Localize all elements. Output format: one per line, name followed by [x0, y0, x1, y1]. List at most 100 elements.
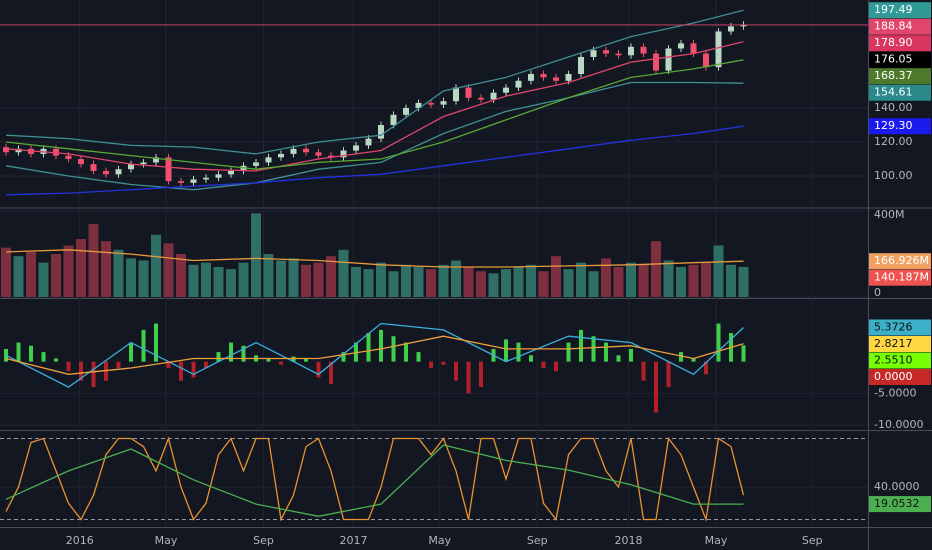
candle-body [515, 80, 522, 88]
candle-body [190, 179, 197, 183]
indicator-line [5, 322, 744, 388]
macd-histogram-bar [616, 355, 621, 362]
volume-bar [101, 241, 111, 297]
macd-histogram-bar [504, 339, 508, 362]
volume-bar [613, 266, 624, 297]
candle-body [703, 53, 709, 68]
candle-body [303, 148, 309, 153]
candle-body [578, 56, 584, 74]
macd-histogram-bar [541, 361, 546, 368]
volume-bar [563, 269, 574, 297]
macd-histogram-bar [666, 361, 671, 388]
candle-body [340, 150, 347, 158]
candle-body [228, 170, 234, 175]
y-tick-label: 100.00 [874, 169, 913, 182]
candle-body [653, 53, 659, 71]
volume-bar [301, 264, 311, 297]
macd-histogram-bar [329, 361, 333, 384]
volume-bar [451, 260, 461, 297]
macd-histogram-bar [4, 348, 8, 362]
axis-value-label: 2.8217 [874, 337, 913, 350]
macd-histogram-bar [741, 345, 746, 362]
candle-body [90, 164, 97, 171]
volume-bar [538, 271, 549, 297]
candle-body [328, 155, 334, 158]
volume-bar [351, 266, 361, 297]
macd-histogram-bar [229, 342, 233, 362]
volume-bar [126, 258, 136, 297]
candle-body [15, 148, 22, 153]
volume-bar [138, 260, 149, 297]
axis-value-label-bg [869, 18, 931, 35]
candle-body [378, 125, 384, 139]
candle-body [565, 73, 572, 81]
axis-value-label: 19.0532 [874, 497, 920, 510]
axis-value-label-bg [869, 84, 931, 101]
candle-body [428, 102, 434, 105]
macd-histogram-bar [466, 361, 471, 394]
axis-value-label: 140.187M [874, 271, 929, 284]
macd-histogram-bar [716, 323, 721, 362]
candle-body [678, 43, 684, 49]
y-tick-label: -5.0000 [874, 386, 916, 399]
indicator-line [5, 335, 744, 375]
candle-body [490, 92, 497, 100]
macd-histogram-bar [204, 361, 208, 368]
volume-bar [663, 260, 674, 297]
axis-value-label: 166.926M [874, 254, 929, 267]
macd-histogram-bar [641, 361, 646, 381]
macd-histogram-bar [116, 361, 121, 368]
volume-bar [688, 264, 699, 297]
indicator-line [5, 249, 744, 268]
volume-bar [701, 262, 711, 297]
candle-body [728, 26, 734, 32]
candle-body [528, 73, 534, 81]
x-tick-label: Sep [802, 534, 823, 547]
candle-body [265, 157, 272, 163]
macd-histogram-bar [41, 352, 46, 362]
y-tick-label: -10.0000 [874, 418, 923, 431]
macd-histogram-bar [316, 361, 321, 378]
x-tick-label: 2018 [615, 534, 643, 547]
candle-body [290, 148, 297, 154]
volume-bar [501, 269, 511, 297]
indicator-line [5, 444, 744, 517]
candle-body [478, 97, 484, 100]
x-tick-label: Sep [253, 534, 274, 547]
macd-histogram-bar [554, 361, 558, 372]
candle-body [503, 87, 509, 93]
volume-bar [176, 254, 186, 297]
volume-bar [1, 247, 11, 297]
candle-body [165, 157, 172, 182]
volume-bar [188, 264, 199, 297]
macd-histogram-bar [304, 358, 308, 362]
volume-bar [288, 258, 299, 297]
volume-bar [238, 262, 249, 297]
candle-body [690, 43, 697, 54]
volume-bar [551, 256, 561, 297]
candle-body [178, 181, 184, 183]
axis-value-label: 5.3726 [874, 320, 913, 333]
macd-histogram-bar [91, 361, 96, 388]
axis-value-label: 197.49 [874, 3, 913, 16]
volume-bar [376, 262, 386, 297]
macd-histogram-bar [16, 342, 21, 362]
volume-bar [488, 273, 499, 297]
axis-value-label-bg [869, 2, 931, 19]
macd-histogram-bar [516, 342, 521, 362]
candle-body [440, 101, 447, 105]
x-tick-label: May [705, 534, 728, 547]
volume-bar [651, 241, 661, 297]
axis-value-label-bg [869, 51, 931, 68]
candle-body [640, 46, 647, 54]
indicator-line [5, 59, 744, 170]
candle-body [665, 48, 672, 71]
y-tick-label: 0 [874, 286, 881, 299]
candle-body [540, 73, 547, 78]
axis-value-label: 154.61 [874, 86, 913, 99]
macd-histogram-bar [341, 352, 346, 362]
volume-bar [438, 264, 449, 297]
volume-bar [151, 234, 161, 297]
candle-body [278, 153, 284, 158]
volume-bar [201, 262, 211, 297]
